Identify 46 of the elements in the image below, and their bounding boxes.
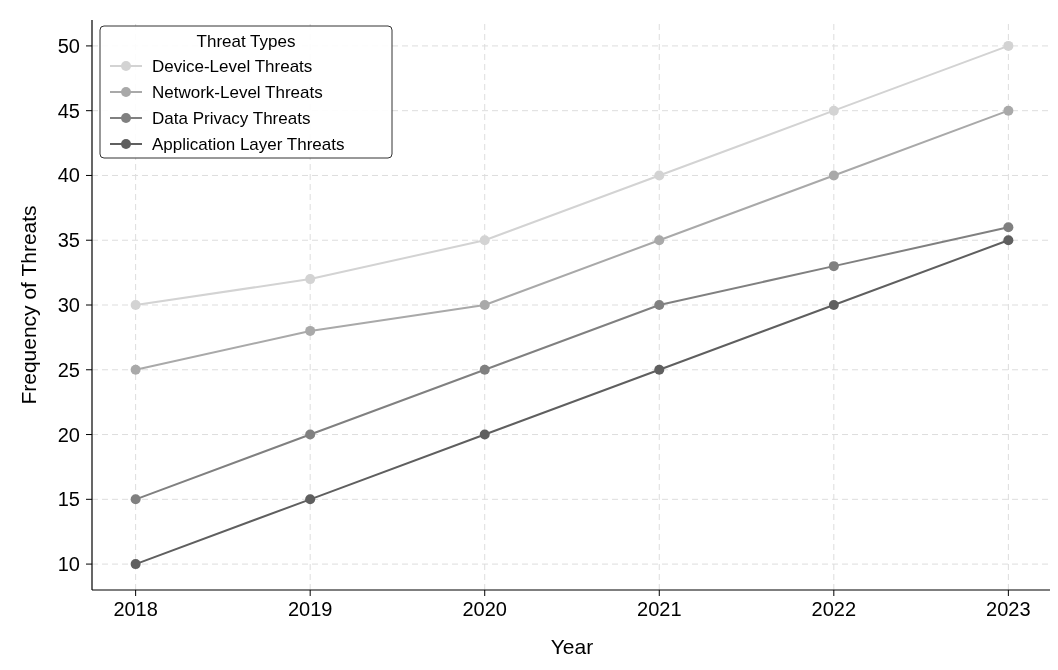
point (479, 300, 490, 310)
y-tick-label: 40 (57, 164, 80, 187)
point (828, 170, 839, 181)
point (479, 235, 490, 246)
y-tick-label: 25 (57, 358, 80, 381)
point (1003, 105, 1014, 116)
y-tick-label: 30 (57, 294, 80, 316)
legend-label: Device-Level Threats (152, 57, 313, 76)
point (305, 429, 316, 440)
x-tick-label: 2018 (113, 598, 158, 620)
legend-title: Threat Types (196, 32, 296, 51)
y-tick-label: 45 (57, 99, 80, 122)
x-axis-title: Year (550, 635, 594, 658)
point (828, 300, 839, 310)
point (479, 364, 490, 375)
legend-label: Data Privacy Threats (152, 109, 311, 128)
point (654, 235, 665, 246)
point (654, 364, 665, 375)
y-tick-label: 50 (57, 34, 80, 57)
y-axis-title: Frequency of Threats (17, 205, 40, 405)
point (1003, 222, 1014, 233)
point (654, 170, 665, 181)
x-tick-label: 2021 (637, 598, 682, 620)
point (654, 300, 665, 310)
point (828, 105, 839, 116)
x-tick-label: 2019 (287, 598, 333, 620)
point (130, 300, 141, 310)
point (130, 494, 141, 505)
point (305, 494, 316, 505)
y-tick-label: 20 (57, 423, 80, 446)
y-tick-label: 10 (57, 553, 80, 576)
point (305, 325, 316, 336)
y-tick-label: 15 (57, 488, 80, 511)
x-tick-label: 2020 (462, 598, 507, 620)
y-tick-label: 35 (57, 229, 80, 252)
point (130, 559, 141, 570)
point (305, 274, 316, 285)
point (828, 261, 839, 272)
point (1003, 40, 1014, 51)
point (130, 364, 141, 375)
legend-label: Network-Level Threats (152, 83, 323, 102)
x-tick-label: 2022 (811, 598, 857, 620)
legend-label: Application Layer Threats (152, 135, 345, 154)
x-tick-label: 2023 (986, 598, 1031, 620)
point (479, 429, 490, 440)
point (1003, 235, 1014, 246)
